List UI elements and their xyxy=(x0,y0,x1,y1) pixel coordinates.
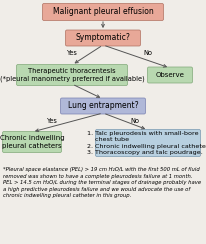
FancyBboxPatch shape xyxy=(42,3,164,20)
Text: No: No xyxy=(144,50,152,56)
FancyBboxPatch shape xyxy=(2,132,62,152)
Text: 1. Talc pleurodesis with small-bore
    chest tube
2. Chronic indwelling pleural: 1. Talc pleurodesis with small-bore ches… xyxy=(87,131,206,155)
Text: Symptomatic?: Symptomatic? xyxy=(76,33,130,42)
Text: Observe: Observe xyxy=(156,72,184,78)
FancyBboxPatch shape xyxy=(147,67,192,83)
Text: *Pleural space elastance (PEL) > 19 cm H₂O/L with the first 500 mL of fluid
remo: *Pleural space elastance (PEL) > 19 cm H… xyxy=(3,167,201,198)
Text: Chronic indwelling
pleural catheters: Chronic indwelling pleural catheters xyxy=(0,135,64,149)
FancyBboxPatch shape xyxy=(61,98,145,114)
Text: No: No xyxy=(130,118,139,124)
FancyBboxPatch shape xyxy=(66,30,140,46)
Text: Yes: Yes xyxy=(67,50,77,56)
FancyBboxPatch shape xyxy=(16,64,128,85)
FancyBboxPatch shape xyxy=(96,130,200,156)
Text: Malignant pleural effusion: Malignant pleural effusion xyxy=(53,8,153,17)
Text: Yes: Yes xyxy=(47,118,57,124)
Text: Lung entrapment?: Lung entrapment? xyxy=(68,102,138,111)
Text: Therapeutic thoracentesis
(*pleural manometry preferred if available): Therapeutic thoracentesis (*pleural mano… xyxy=(0,68,144,82)
